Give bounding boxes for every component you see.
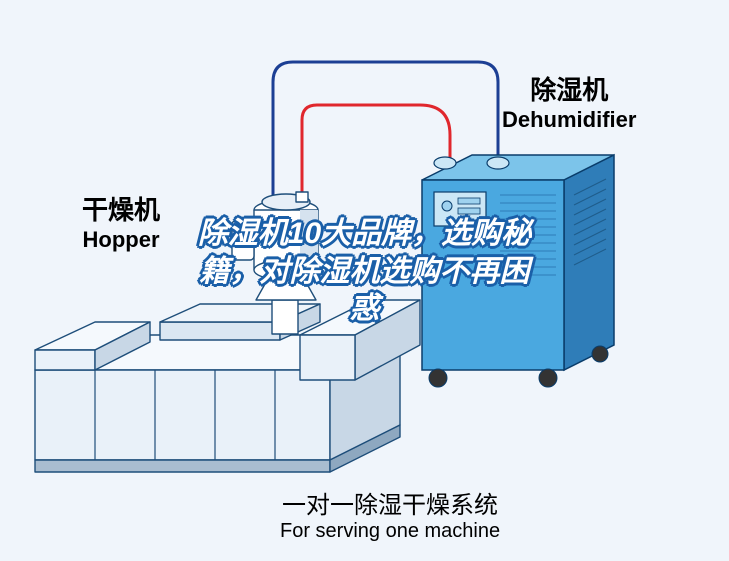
system-caption: 一对一除湿干燥系统 For serving one machine: [280, 485, 500, 543]
dehumidifier-label: 除湿机 Dehumidifier: [502, 70, 636, 133]
system-caption-cn: 一对一除湿干燥系统: [280, 485, 500, 520]
system-caption-en: For serving one machine: [280, 520, 500, 543]
dehumidifier-label-en: Dehumidifier: [502, 107, 636, 133]
dehumidifier-label-cn: 除湿机: [502, 70, 636, 107]
overlay-title: 除湿机10大品牌，选购秘 籍，对除湿机选购不再困 惑: [55, 215, 675, 328]
